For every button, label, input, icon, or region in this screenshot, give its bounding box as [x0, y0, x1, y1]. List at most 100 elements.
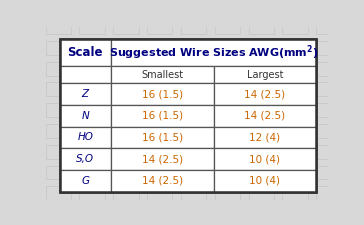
Bar: [282, 41, 308, 55]
Bar: [181, 82, 206, 96]
Bar: [282, 186, 308, 200]
Bar: [113, 145, 139, 159]
Bar: [79, 103, 105, 117]
Bar: [316, 20, 342, 34]
Text: 14 (2.5): 14 (2.5): [142, 154, 183, 164]
Bar: [282, 82, 308, 96]
Text: N: N: [82, 111, 89, 121]
Bar: [46, 103, 71, 117]
Bar: [111, 39, 316, 66]
Bar: [249, 186, 274, 200]
Bar: [111, 148, 214, 170]
Bar: [316, 103, 342, 117]
Bar: [181, 124, 206, 138]
Text: Scale: Scale: [68, 46, 103, 59]
Bar: [111, 105, 214, 127]
Bar: [249, 82, 274, 96]
Text: Z: Z: [82, 89, 89, 99]
Bar: [181, 145, 206, 159]
Text: 10 (4): 10 (4): [249, 176, 281, 186]
Bar: [249, 62, 274, 76]
Bar: [147, 145, 173, 159]
Bar: [79, 20, 105, 34]
Bar: [46, 145, 71, 159]
Text: Largest: Largest: [247, 70, 283, 80]
Bar: [60, 127, 111, 148]
Text: 14 (2.5): 14 (2.5): [244, 111, 285, 121]
Bar: [215, 103, 240, 117]
Bar: [316, 145, 342, 159]
Bar: [147, 124, 173, 138]
Bar: [181, 62, 206, 76]
Bar: [113, 41, 139, 55]
Bar: [147, 62, 173, 76]
Bar: [215, 166, 240, 180]
Bar: [282, 166, 308, 180]
Bar: [46, 82, 71, 96]
Bar: [282, 145, 308, 159]
Bar: [111, 83, 214, 105]
Bar: [147, 41, 173, 55]
Bar: [60, 39, 111, 66]
Bar: [60, 39, 316, 191]
Bar: [181, 20, 206, 34]
Bar: [113, 62, 139, 76]
Bar: [249, 124, 274, 138]
Bar: [46, 20, 71, 34]
Bar: [214, 127, 316, 148]
Bar: [147, 166, 173, 180]
Bar: [60, 105, 111, 127]
Bar: [181, 166, 206, 180]
Bar: [147, 20, 173, 34]
Bar: [214, 148, 316, 170]
Bar: [46, 186, 71, 200]
Bar: [113, 103, 139, 117]
Bar: [46, 124, 71, 138]
Bar: [111, 170, 214, 191]
Bar: [316, 41, 342, 55]
Bar: [60, 66, 111, 83]
Text: 12 (4): 12 (4): [249, 133, 281, 142]
Text: 16 (1.5): 16 (1.5): [142, 111, 183, 121]
Bar: [46, 41, 71, 55]
Bar: [249, 103, 274, 117]
Bar: [147, 103, 173, 117]
Bar: [79, 186, 105, 200]
Bar: [113, 186, 139, 200]
Bar: [249, 20, 274, 34]
Bar: [316, 62, 342, 76]
Bar: [282, 124, 308, 138]
Bar: [316, 186, 342, 200]
Bar: [316, 124, 342, 138]
Bar: [113, 20, 139, 34]
Bar: [60, 148, 111, 170]
Bar: [60, 83, 111, 105]
Bar: [46, 62, 71, 76]
Bar: [79, 124, 105, 138]
Bar: [214, 83, 316, 105]
Bar: [282, 103, 308, 117]
Bar: [215, 62, 240, 76]
Bar: [111, 127, 214, 148]
Bar: [147, 82, 173, 96]
Bar: [316, 82, 342, 96]
Bar: [79, 145, 105, 159]
Bar: [249, 145, 274, 159]
Text: Smallest: Smallest: [141, 70, 183, 80]
Bar: [113, 166, 139, 180]
Bar: [214, 105, 316, 127]
Text: HO: HO: [77, 133, 93, 142]
Bar: [249, 41, 274, 55]
Text: 10 (4): 10 (4): [249, 154, 281, 164]
Bar: [79, 166, 105, 180]
Bar: [181, 41, 206, 55]
Text: $\mathbf{Suggested\ Wire\ Sizes\ AWG(mm^2)}$: $\mathbf{Suggested\ Wire\ Sizes\ AWG(mm^…: [109, 43, 318, 62]
Bar: [282, 20, 308, 34]
Bar: [282, 62, 308, 76]
Bar: [215, 82, 240, 96]
Bar: [215, 20, 240, 34]
Bar: [60, 170, 111, 191]
Bar: [79, 41, 105, 55]
Bar: [147, 186, 173, 200]
Text: S,O: S,O: [76, 154, 94, 164]
